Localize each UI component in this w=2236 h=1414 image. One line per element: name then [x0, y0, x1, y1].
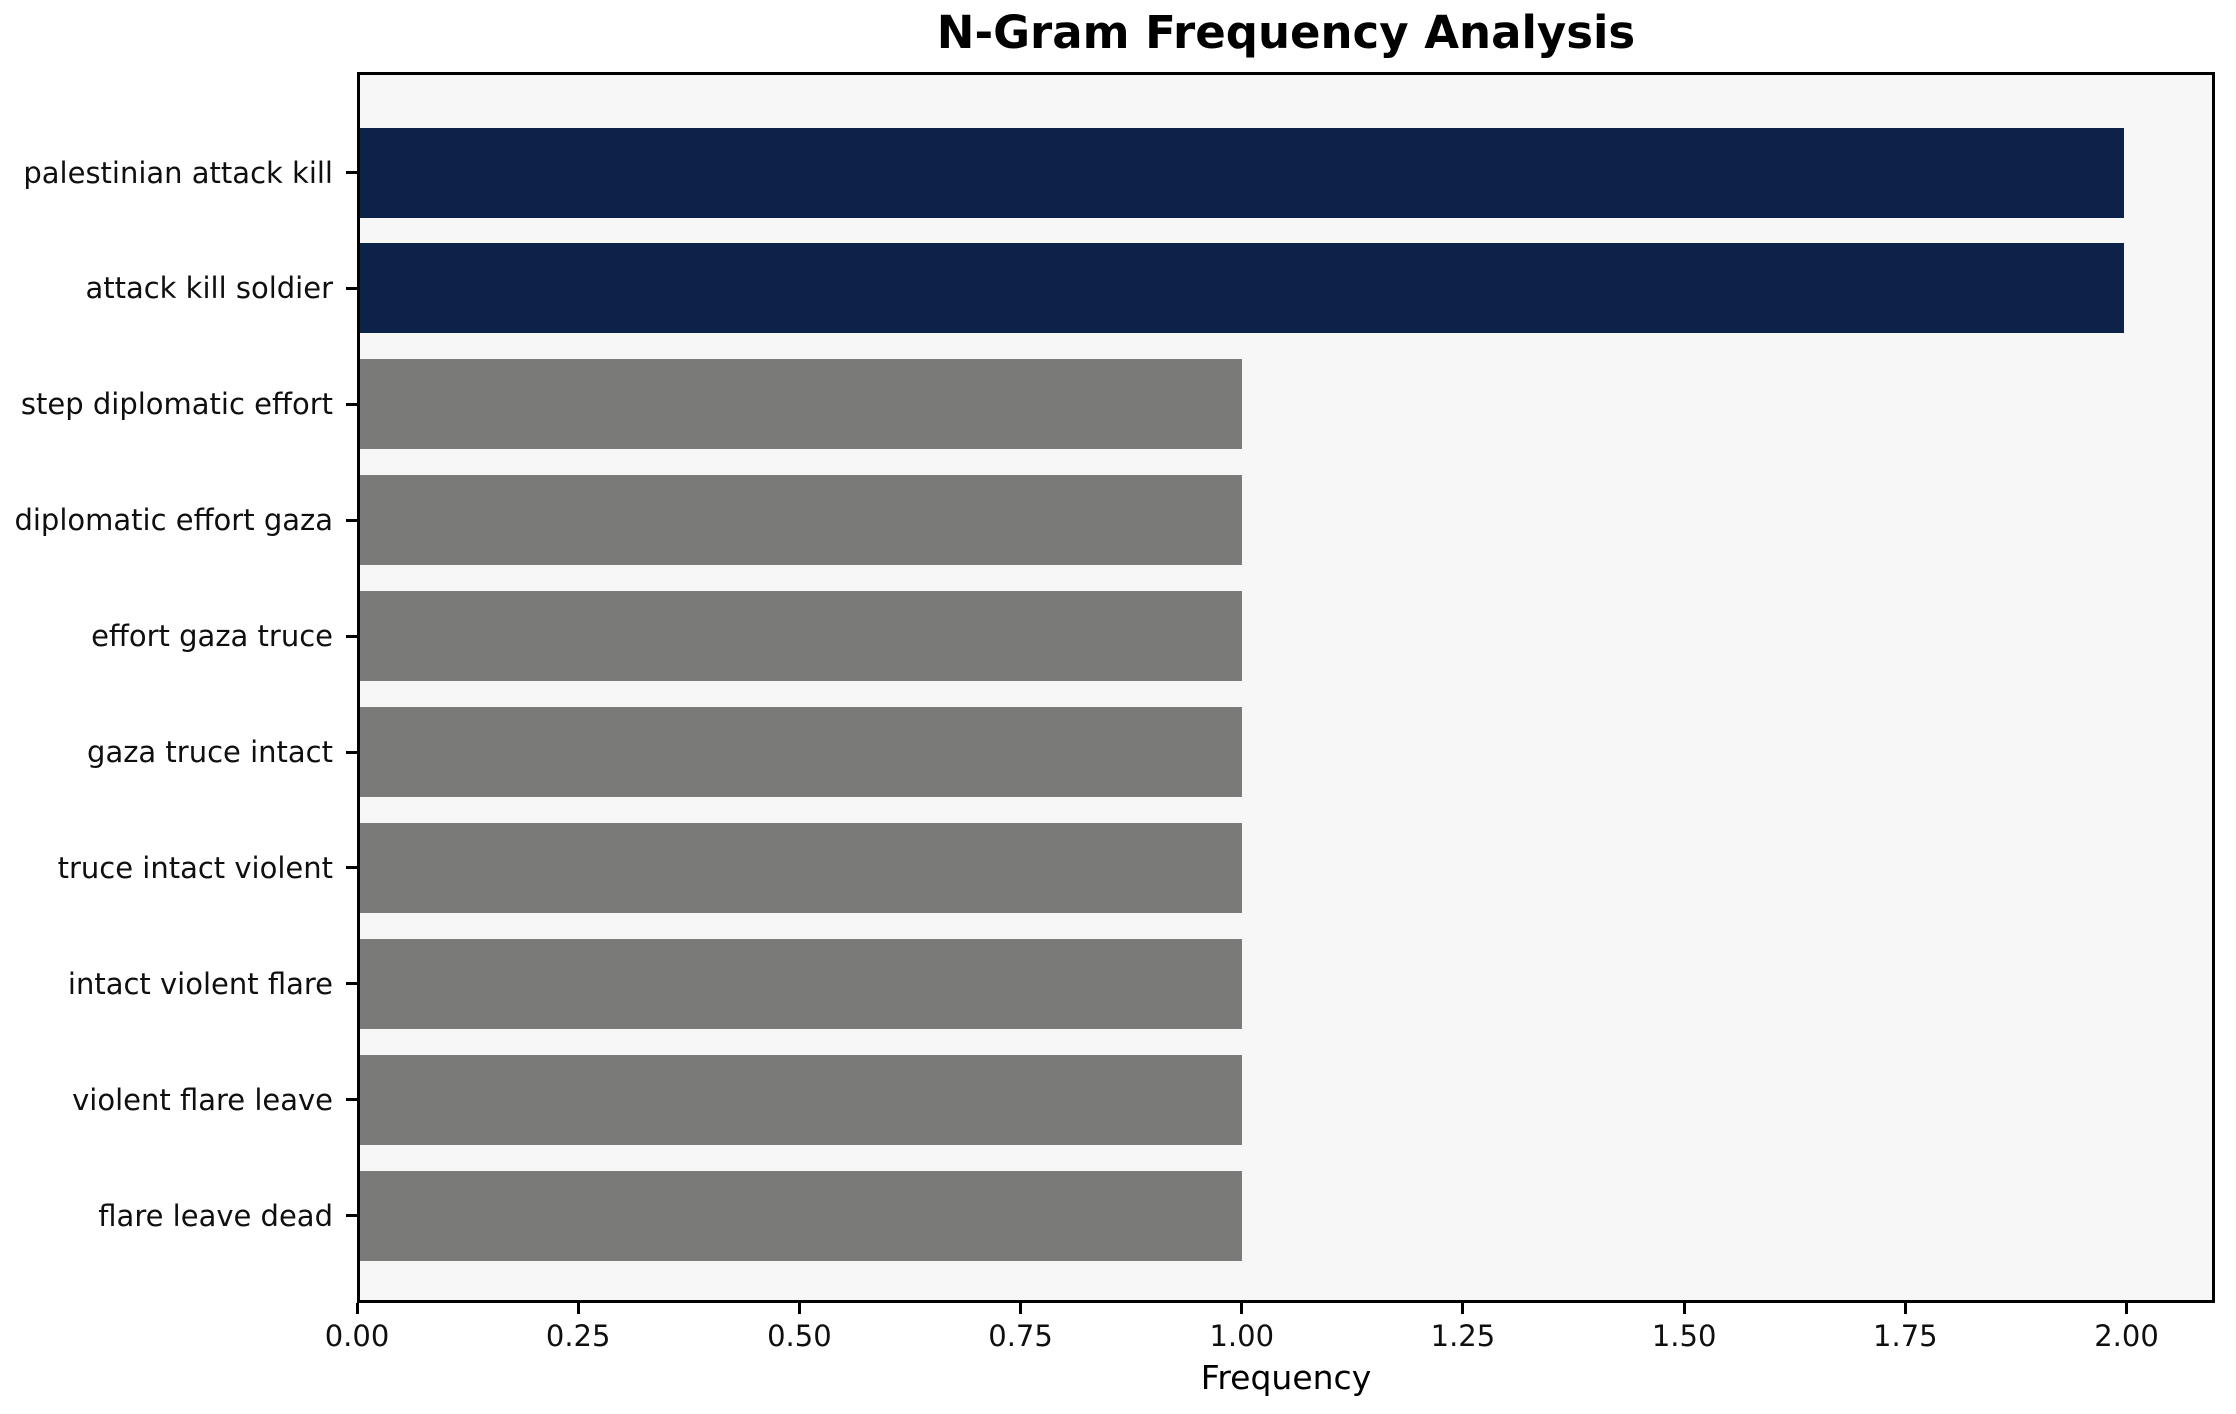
x-tick-label: 1.75: [1873, 1319, 1938, 1353]
y-tick-mark: [346, 518, 357, 522]
y-tick-label: violent flare leave: [72, 1082, 333, 1117]
chart-title: N-Gram Frequency Analysis: [936, 6, 1636, 59]
y-tick-mark: [346, 1098, 357, 1102]
y-tick-mark: [346, 1214, 357, 1218]
x-tick-label: 0.75: [988, 1319, 1053, 1353]
x-tick-mark: [797, 1303, 801, 1314]
y-tick-mark: [346, 750, 357, 754]
bar: [360, 359, 1242, 450]
x-tick-label: 1.25: [1430, 1319, 1496, 1353]
x-tick-label: 0.25: [545, 1319, 611, 1353]
x-tick-mark: [1682, 1303, 1686, 1314]
bar: [360, 1054, 1242, 1145]
bar: [360, 822, 1242, 913]
bar: [360, 591, 1242, 682]
y-tick-mark: [346, 634, 357, 638]
x-tick-mark: [1240, 1303, 1244, 1314]
x-tick-mark: [1903, 1303, 1907, 1314]
x-tick-mark: [1019, 1303, 1023, 1314]
y-tick-label: diplomatic effort gaza: [14, 503, 333, 538]
y-tick-label: effort gaza truce: [91, 619, 333, 654]
plot-area: [357, 72, 2215, 1303]
bar: [360, 938, 1242, 1029]
x-tick-mark: [1461, 1303, 1465, 1314]
x-tick-label: 2.00: [2094, 1319, 2159, 1353]
x-tick-mark: [576, 1303, 580, 1314]
x-tick-label: 0.50: [767, 1319, 832, 1353]
y-tick-mark: [346, 171, 357, 174]
y-tick-label: gaza truce intact: [87, 735, 333, 769]
bar: [360, 127, 2124, 218]
x-tick-mark: [355, 1303, 359, 1314]
y-tick-label: intact violent flare: [67, 966, 333, 1001]
bar: [360, 707, 1242, 797]
y-tick-label: flare leave dead: [98, 1198, 333, 1233]
y-tick-label: step diplomatic effort: [20, 387, 333, 422]
y-tick-mark: [346, 866, 357, 870]
x-tick-label: 1.00: [1209, 1319, 1275, 1353]
x-axis-label: Frequency: [1200, 1358, 1372, 1397]
y-tick-mark: [346, 402, 357, 406]
y-tick-label: palestinian attack kill: [23, 155, 333, 190]
x-tick-label: 1.50: [1651, 1319, 1717, 1353]
y-tick-mark: [346, 286, 357, 290]
x-tick-label: 0.00: [324, 1319, 390, 1353]
x-tick-mark: [2125, 1303, 2129, 1314]
bar: [360, 1170, 1242, 1261]
y-tick-label: truce intact violent: [57, 850, 333, 885]
y-tick-mark: [346, 982, 357, 986]
bar: [360, 243, 2124, 334]
y-tick-label: attack kill soldier: [85, 271, 333, 306]
bar: [360, 475, 1242, 566]
